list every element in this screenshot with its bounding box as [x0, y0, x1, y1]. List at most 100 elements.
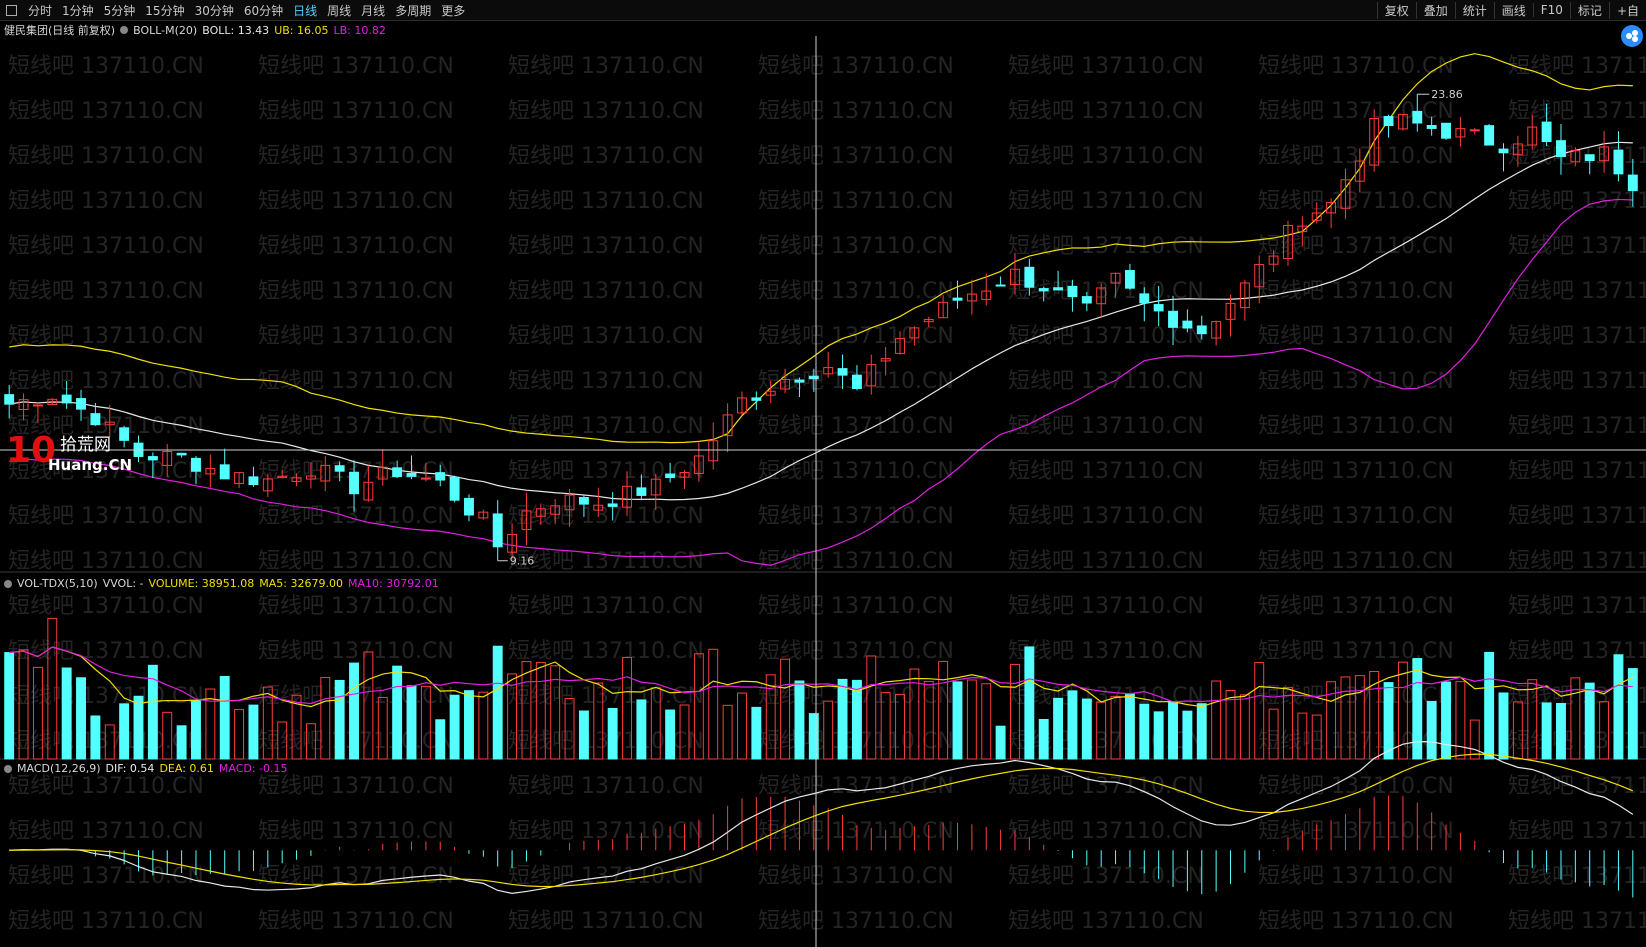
watermark-text: 短线吧 137110.CN: [758, 549, 954, 574]
period-tab-weekly[interactable]: 周线: [327, 3, 352, 18]
volume-bar: [1211, 680, 1222, 760]
volume-bar: [1613, 654, 1624, 760]
candle-body: [708, 440, 719, 462]
candle-body: [1268, 255, 1279, 265]
overlay-button[interactable]: 叠加: [1415, 1, 1455, 19]
candle-body: [1283, 224, 1293, 259]
volume-bar: [363, 651, 374, 760]
candle-body: [679, 471, 690, 478]
candle-body: [32, 404, 43, 407]
candle-body: [1067, 285, 1078, 298]
chart-canvas[interactable]: 短线吧 137110.CN 短线吧 137110.CN 短线吧 137110.CN 短…: [0, 21, 1646, 947]
period-tab-15m[interactable]: 15分钟: [145, 3, 185, 18]
volume-settings-icon[interactable]: [4, 579, 12, 588]
vol-indicator-label[interactable]: VOL-TDX(5,10): [17, 577, 98, 590]
volume-bar: [1196, 703, 1207, 760]
candle-body: [90, 413, 101, 426]
volume-bar: [981, 683, 992, 760]
macd-dif-line: [9, 741, 1634, 894]
watermark-text: 短线吧 137110.CN: [258, 144, 454, 169]
candle-body: [1627, 174, 1638, 192]
candle-body: [578, 497, 589, 505]
share-icon[interactable]: [1621, 25, 1643, 47]
period-tab-1m[interactable]: 1分钟: [62, 3, 94, 18]
volume-bar: [291, 694, 302, 760]
candle-body: [1211, 321, 1222, 339]
period-tab-more[interactable]: 更多: [441, 3, 466, 18]
volume-bar: [219, 675, 230, 760]
period-tab-30m[interactable]: 30分钟: [194, 3, 234, 18]
menu-square-icon[interactable]: [6, 4, 17, 16]
volume-bar: [191, 700, 201, 760]
period-tab-multi[interactable]: 多周期: [395, 3, 432, 18]
volume-bar: [1326, 681, 1337, 760]
f10-button[interactable]: F10: [1532, 3, 1570, 17]
volume-bar: [492, 645, 503, 760]
candle-body: [1455, 128, 1466, 138]
volume-bar: [1024, 646, 1035, 760]
watermark-text: 短线吧 137110.CN: [8, 234, 204, 259]
candle-body: [1225, 302, 1236, 320]
candle-body: [219, 464, 230, 480]
toolbar: 分时 1分钟 5分钟 15分钟 30分钟 60分钟 日线 周线 月线 多周期 更…: [0, 0, 1646, 21]
candle-body: [650, 478, 661, 496]
candle-body: [952, 297, 963, 301]
adjust-button[interactable]: 复权: [1376, 1, 1416, 19]
macd-indicator-label[interactable]: MACD(12,26,9): [17, 762, 101, 775]
period-tab-60m[interactable]: 60分钟: [243, 3, 284, 18]
volume-bar: [550, 665, 561, 760]
candle-body: [18, 399, 29, 410]
statistics-button[interactable]: 统计: [1454, 1, 1494, 19]
boll-indicator-label[interactable]: BOLL-M(20): [133, 23, 198, 37]
dea-value: DEA: 0.61: [159, 762, 214, 775]
watermark-text: 短线吧 137110.CN: [1508, 144, 1646, 169]
volume-bar: [1484, 651, 1495, 760]
candle-body: [1239, 282, 1250, 309]
boll-value: BOLL: 13.43: [202, 23, 270, 37]
watermark-text: 短线吧 137110.CN: [1008, 414, 1204, 439]
watermark-text: 短线吧 137110.CN: [8, 684, 204, 709]
volume-ma10-line: [9, 646, 1633, 705]
period-tab-minute[interactable]: 分时: [28, 3, 53, 18]
macd-settings-icon[interactable]: [4, 764, 12, 773]
dif-value: DIF: 0.54: [105, 762, 155, 775]
watermark-text: 短线吧 137110.CN: [258, 819, 454, 844]
volume-bar: [1239, 694, 1250, 760]
watermark-text: 短线吧 137110.CN: [508, 279, 704, 304]
watermark-text: 短线吧 137110.CN: [758, 54, 954, 79]
period-tab-monthly[interactable]: 月线: [361, 3, 386, 18]
candle-body: [176, 452, 187, 456]
candle-body: [765, 390, 776, 396]
volume-bar: [1311, 714, 1322, 760]
watermark-text: 短线吧 137110.CN: [8, 594, 204, 619]
watermark-text: 短线吧 137110.CN: [8, 279, 204, 304]
volume-bar: [1010, 663, 1020, 760]
watermark-text: 短线吧 137110.CN: [758, 639, 954, 664]
watermark-text: 短线吧 137110.CN: [8, 369, 204, 394]
period-tab-daily[interactable]: 日线: [293, 3, 318, 18]
candle-body: [277, 475, 288, 478]
candle-body: [1426, 124, 1437, 129]
watermark-text: 短线吧 137110.CN: [1258, 864, 1454, 889]
candle-body: [1010, 268, 1020, 286]
candle-body: [205, 468, 216, 475]
candle-body: [1096, 287, 1107, 305]
indicator-settings-icon[interactable]: [120, 26, 129, 34]
volume-bar: [1081, 698, 1092, 760]
watermark-text: 短线吧 137110.CN: [508, 909, 704, 934]
period-tab-5m[interactable]: 5分钟: [103, 3, 136, 18]
volume-bar: [1383, 682, 1394, 760]
low-marker-label: 9.16: [510, 555, 535, 568]
mark-button[interactable]: 标记: [1569, 1, 1609, 19]
candle-body: [923, 318, 934, 323]
stock-name: 健民集团(日线 前复权): [4, 24, 116, 37]
candle-body: [1498, 148, 1509, 154]
candle-body: [377, 466, 388, 480]
candle-body: [1254, 264, 1265, 288]
volume-bar: [1225, 689, 1236, 760]
candle-body: [1613, 149, 1624, 175]
watermark-text: 短线吧 137110.CN: [508, 414, 704, 439]
add-custom-button[interactable]: +自: [1608, 1, 1646, 19]
volume-bar: [320, 677, 331, 760]
draw-line-button[interactable]: 画线: [1493, 1, 1533, 19]
